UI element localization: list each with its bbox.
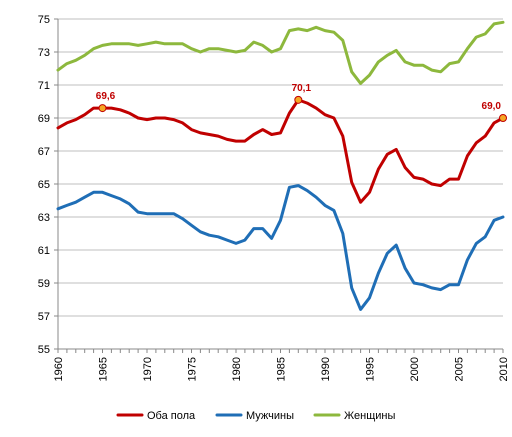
y-tick-label: 59 xyxy=(38,278,50,290)
annotation-markers: 69,6 70,1 69,0 xyxy=(96,83,507,122)
y-tick-label: 69 xyxy=(38,113,50,125)
x-tick-label: 1985 xyxy=(276,357,288,381)
series-line-0 xyxy=(56,98,505,204)
x-tick-label: 2010 xyxy=(498,357,510,381)
y-axis-ticks: 55 57 59 61 63 65 67 69 71 73 75 xyxy=(38,14,58,356)
annotation-marker xyxy=(294,95,303,104)
y-tick-label: 63 xyxy=(38,212,50,224)
series-line-1 xyxy=(56,184,505,311)
x-tick-label: 1995 xyxy=(365,357,377,381)
annotation-label: 69,0 xyxy=(482,101,502,112)
y-tick-label: 57 xyxy=(38,311,50,323)
y-tick-label: 75 xyxy=(38,14,50,26)
x-tick-label: 2000 xyxy=(409,357,421,381)
annotation-label: 70,1 xyxy=(292,83,312,94)
annotation-marker xyxy=(499,114,507,122)
x-tick-label: 1975 xyxy=(187,357,199,381)
x-tick-label: 1980 xyxy=(231,357,243,381)
x-tick-label: 1990 xyxy=(320,357,332,381)
series-line-2 xyxy=(56,20,505,85)
legend-label: Мужчины xyxy=(246,410,294,422)
y-tick-label: 67 xyxy=(38,146,50,158)
legend-label: Оба пола xyxy=(147,410,196,422)
annotation-marker xyxy=(98,104,107,113)
x-tick-label: 2005 xyxy=(454,357,466,381)
legend-label: Женщины xyxy=(344,410,395,422)
y-tick-label: 71 xyxy=(38,80,50,92)
series-lines xyxy=(56,20,505,311)
y-tick-label: 73 xyxy=(38,47,50,59)
y-tick-label: 55 xyxy=(38,344,50,356)
x-tick-label: 1965 xyxy=(98,357,110,381)
y-tick-label: 61 xyxy=(38,245,50,257)
annotation-label: 69,6 xyxy=(96,91,116,102)
legend: Оба пола Мужчины Женщины xyxy=(116,410,395,422)
x-tick-label: 1970 xyxy=(142,357,154,381)
x-axis-ticks: 1960 1965 1970 1975 1980 1985 1990 1995 2000 2005… xyxy=(53,349,510,381)
x-tick-label: 1960 xyxy=(53,357,65,381)
y-tick-label: 65 xyxy=(38,179,50,191)
